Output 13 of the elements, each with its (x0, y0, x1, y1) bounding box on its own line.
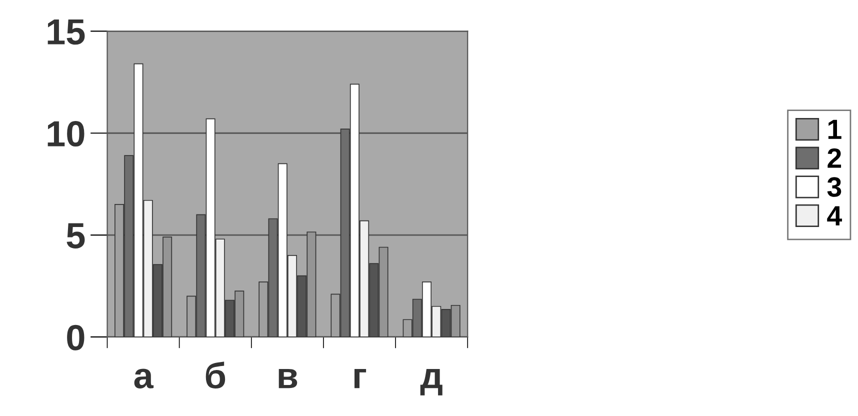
y-tick-label: 10 (48, 120, 84, 147)
legend-label: 1 (828, 120, 842, 139)
legend-label: 3 (827, 177, 842, 197)
legend-label: 4 (827, 206, 842, 226)
legend-label: 2 (828, 148, 842, 168)
x-tick-label: г (354, 369, 366, 388)
x-tick-label: а (134, 368, 154, 388)
x-tick-label: д (420, 369, 442, 396)
x-tick-label: в (278, 369, 298, 388)
y-tick-label: 5 (66, 223, 85, 248)
y-tick-label: 15 (48, 19, 85, 45)
y-tick-label: 0 (67, 324, 84, 350)
x-tick-label: б (206, 362, 226, 388)
